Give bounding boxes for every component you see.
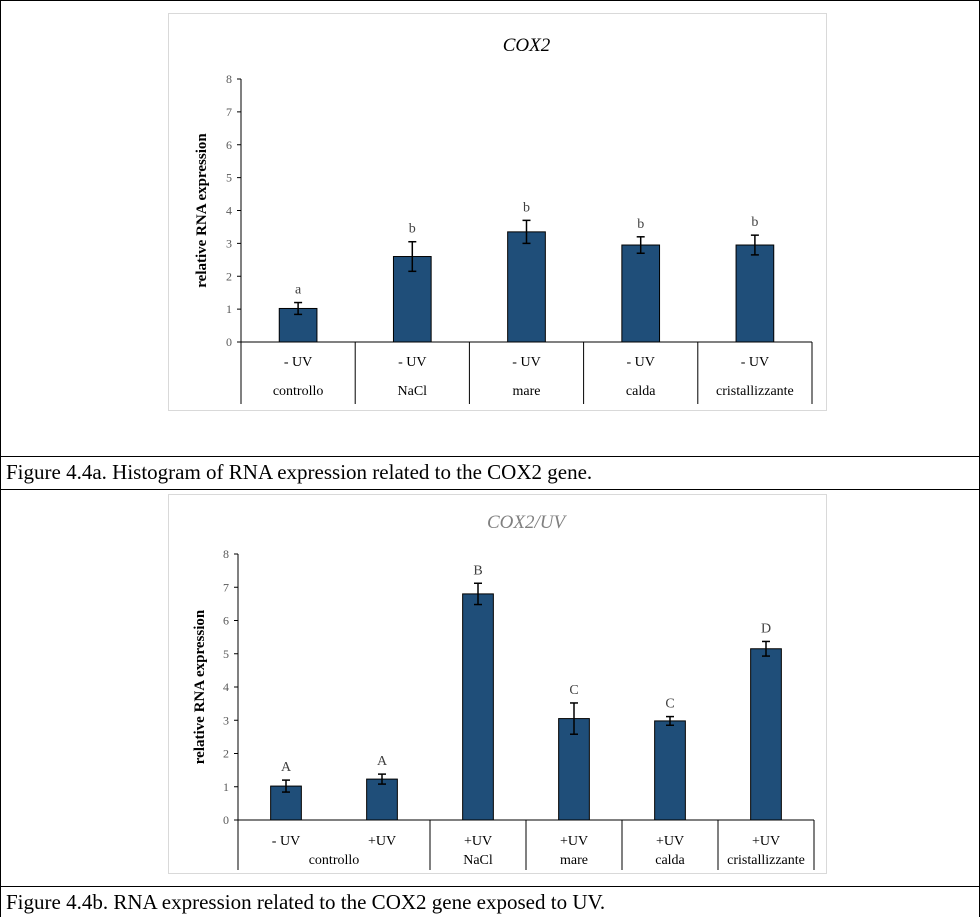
caption-figure-b: Figure 4.4b. RNA expression related to t… bbox=[6, 890, 606, 914]
chart-a-y-tick-label: 7 bbox=[226, 105, 232, 119]
chart-b-y-tick-label: 5 bbox=[223, 647, 229, 661]
chart-a-group-label: cristallizzante bbox=[716, 384, 794, 399]
chart-a-significance-label: b bbox=[637, 217, 644, 232]
chart-a-bar bbox=[735, 244, 775, 343]
chart-a-bar bbox=[621, 244, 661, 343]
chart-a-significance-label: a bbox=[295, 283, 302, 298]
chart-a-y-tick-label: 5 bbox=[226, 171, 232, 185]
chart-a-group-label: calda bbox=[626, 384, 656, 399]
chart-b-bar bbox=[366, 778, 398, 821]
chart-b-bar bbox=[654, 720, 686, 821]
chart-a-frame: COX2 relative RNA expression 0 1 2 3 4 5 6 7 8 a - U… bbox=[168, 13, 827, 411]
chart-a-y-tick-label: 0 bbox=[226, 335, 232, 349]
chart-b-significance-label: C bbox=[569, 683, 578, 698]
chart-a-category-label: - UV bbox=[284, 355, 312, 370]
chart-b-group-label: calda bbox=[655, 853, 685, 868]
chart-b-category-label: +UV bbox=[464, 834, 492, 849]
chart-b-y-tick-label: 7 bbox=[223, 580, 229, 594]
chart-a-significance-label: b bbox=[409, 222, 416, 237]
chart-b-frame: COX2/UV relative RNA expression 0 1 2 3 4 5 6 7 8 A… bbox=[168, 494, 827, 874]
chart-b-title: COX2/UV bbox=[487, 512, 568, 533]
chart-a-significance-label: b bbox=[523, 200, 530, 215]
table-border-left bbox=[0, 0, 1, 917]
chart-b-group-label: mare bbox=[560, 853, 588, 868]
table-row-divider-2 bbox=[0, 489, 980, 490]
chart-a-category-label: - UV bbox=[627, 355, 655, 370]
chart-b-y-tick-label: 1 bbox=[223, 780, 229, 794]
chart-b-category-label: +UV bbox=[752, 834, 780, 849]
chart-a-group-label: mare bbox=[513, 384, 541, 399]
chart-b-y-tick-label: 4 bbox=[223, 680, 229, 694]
chart-b-category-label: +UV bbox=[656, 834, 684, 849]
chart-b-significance-label: A bbox=[377, 754, 388, 769]
chart-a-category-label: - UV bbox=[512, 355, 540, 370]
chart-b-category-label: +UV bbox=[560, 834, 588, 849]
chart-b-group-label: cristallizzante bbox=[727, 853, 805, 868]
chart-a-bar bbox=[507, 231, 546, 343]
chart-a-group-label: NaCl bbox=[398, 384, 428, 399]
chart-a-y-tick-label: 3 bbox=[226, 236, 232, 250]
chart-a-y-tick-label: 2 bbox=[226, 269, 232, 283]
chart-a-y-tick-label: 4 bbox=[226, 204, 232, 218]
chart-a-category-label: - UV bbox=[398, 355, 426, 370]
chart-b-y-axis-label: relative RNA expression bbox=[192, 609, 208, 764]
chart-b-y-tick-label: 0 bbox=[223, 813, 229, 827]
chart-b-category-label: +UV bbox=[368, 834, 396, 849]
chart-b-group-label: controllo bbox=[309, 853, 360, 868]
chart-a-title: COX2 bbox=[503, 35, 551, 56]
chart-b: COX2/UV relative RNA expression 0 1 2 3 4 5 6 7 8 A… bbox=[192, 512, 815, 870]
chart-a-y-tick-label: 6 bbox=[226, 138, 232, 152]
table-row-divider-3 bbox=[0, 886, 980, 887]
chart-a-category-label: - UV bbox=[741, 355, 769, 370]
chart-b-y-tick-label: 2 bbox=[223, 747, 229, 761]
chart-b-group-label: NaCl bbox=[463, 853, 493, 868]
table-border-top bbox=[0, 0, 980, 1]
chart-b-bar bbox=[462, 593, 494, 821]
chart-a-significance-label: b bbox=[751, 215, 758, 230]
chart-b-category-label: - UV bbox=[272, 834, 300, 849]
chart-a: COX2 relative RNA expression 0 1 2 3 4 5 6 7 8 a - U… bbox=[194, 35, 813, 404]
chart-b-y-tick-label: 3 bbox=[223, 713, 229, 727]
chart-b-significance-label: C bbox=[665, 697, 674, 712]
chart-a-group-label: controllo bbox=[273, 384, 324, 399]
chart-a-y-axis-label: relative RNA expression bbox=[194, 133, 210, 288]
chart-a-y-tick-label: 1 bbox=[226, 302, 232, 316]
caption-figure-a: Figure 4.4a. Histogram of RNA expression… bbox=[6, 460, 593, 484]
chart-a-y-tick-label: 8 bbox=[226, 72, 232, 86]
chart-b-y-tick-label: 6 bbox=[223, 614, 229, 628]
chart-b-bar bbox=[750, 648, 782, 821]
chart-b-significance-label: D bbox=[761, 621, 771, 636]
chart-b-significance-label: B bbox=[473, 563, 482, 578]
chart-b-significance-label: A bbox=[281, 760, 292, 775]
table-row-divider-1 bbox=[0, 456, 980, 457]
chart-b-y-tick-label: 8 bbox=[223, 547, 229, 561]
